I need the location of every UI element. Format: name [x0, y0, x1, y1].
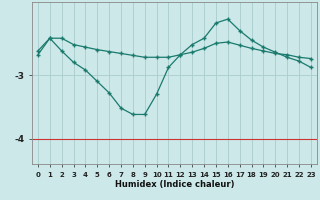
X-axis label: Humidex (Indice chaleur): Humidex (Indice chaleur) [115, 180, 234, 189]
